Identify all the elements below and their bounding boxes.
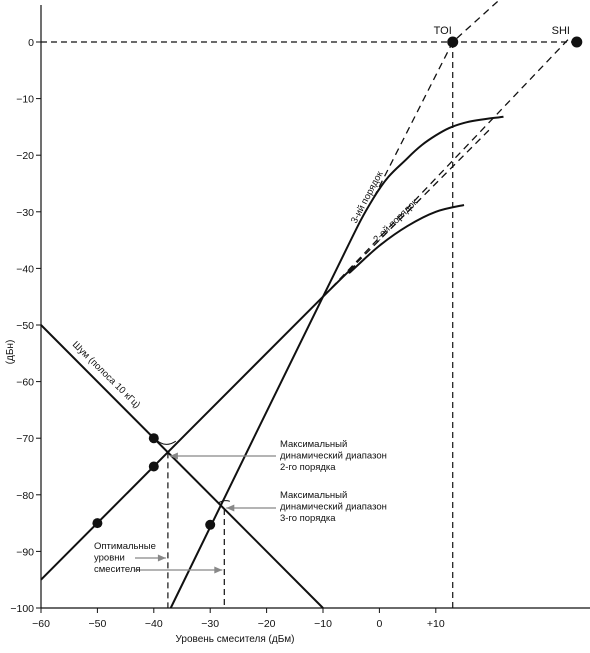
annotation-line: Оптимальные (94, 541, 156, 552)
y-tick-label: −70 (16, 433, 34, 445)
second-order-line (40, 204, 465, 581)
y-tick-label: −90 (16, 546, 34, 558)
intercept-point (447, 36, 459, 48)
y-tick-label: −10 (16, 94, 34, 106)
x-tick-label: −60 (32, 618, 50, 630)
x-axis-label: Уровень смесителя (дБм) (176, 634, 295, 645)
third-order-line (169, 115, 504, 609)
y-tick-label: −20 (16, 150, 34, 162)
optimal-levels-arrow-1-head (157, 554, 166, 562)
reference-lines (41, 41, 577, 608)
x-tick-label: −30 (201, 618, 219, 630)
annotation-3rd-arrow-head (226, 504, 235, 512)
x-tick-label: −40 (145, 618, 163, 630)
annotation-line: Максимальный (280, 490, 347, 501)
y-tick-label: 0 (28, 37, 34, 49)
y-tick-label: −60 (16, 377, 34, 389)
annotation-2nd-arrow-head (169, 452, 178, 460)
intersection-marker-3rd (217, 500, 230, 504)
annotation-line: 2-го порядка (280, 462, 336, 473)
y-tick-label: −30 (16, 207, 34, 219)
annotation-text: Оптимальные уровни смесителя (94, 541, 156, 575)
intercept-point (571, 36, 583, 48)
annotation-line: уровни (94, 553, 125, 564)
data-point (148, 433, 159, 444)
x-tick-label: +10 (427, 618, 445, 630)
axes: 0−10−20−30−40−50−60−70−80−90−100−60 −50 −4… (5, 5, 590, 645)
annotation-line: 3-го порядка (280, 513, 336, 524)
optimal-levels-arrow-2-head (214, 566, 223, 574)
noise-line (40, 324, 324, 609)
data-points (92, 36, 583, 530)
y-axis-label: (дБн) (5, 340, 16, 365)
y-tick-label: −80 (16, 490, 34, 502)
third-order-series-label: 3-ий порядок (349, 169, 386, 226)
data-point (92, 518, 103, 529)
annotations (135, 436, 276, 574)
noise-series-label: Шум (полоса 10 кГц) (70, 339, 142, 410)
annotation-text: Максимальный динамический диапазон 2-го по… (280, 439, 387, 473)
annotation-line: Максимальный (280, 439, 347, 450)
second-order-to-shi (322, 35, 572, 298)
x-tick-label: −50 (88, 618, 106, 630)
intercept-label: SHI (552, 25, 570, 37)
y-tick-label: −40 (16, 263, 34, 275)
intercept-label: TOI (434, 25, 452, 37)
y-tick-label: −50 (16, 320, 34, 332)
x-tick-label: −10 (314, 618, 332, 630)
annotation-line: динамический диапазон (280, 451, 387, 462)
second-order-extrapolation (322, 126, 493, 298)
data-point (148, 461, 159, 472)
x-tick-label: −20 (258, 618, 276, 630)
annotation-text: Максимальный динамический диапазон 3-го по… (280, 490, 387, 524)
x-tick-label: 0 (376, 618, 382, 630)
second-order-series-label: 2-ой порядок (371, 196, 420, 245)
data-point (205, 519, 216, 530)
annotation-line: динамический диапазон (280, 502, 387, 513)
y-tick-label: −100 (10, 603, 34, 615)
annotation-line: смесителя (94, 564, 141, 575)
